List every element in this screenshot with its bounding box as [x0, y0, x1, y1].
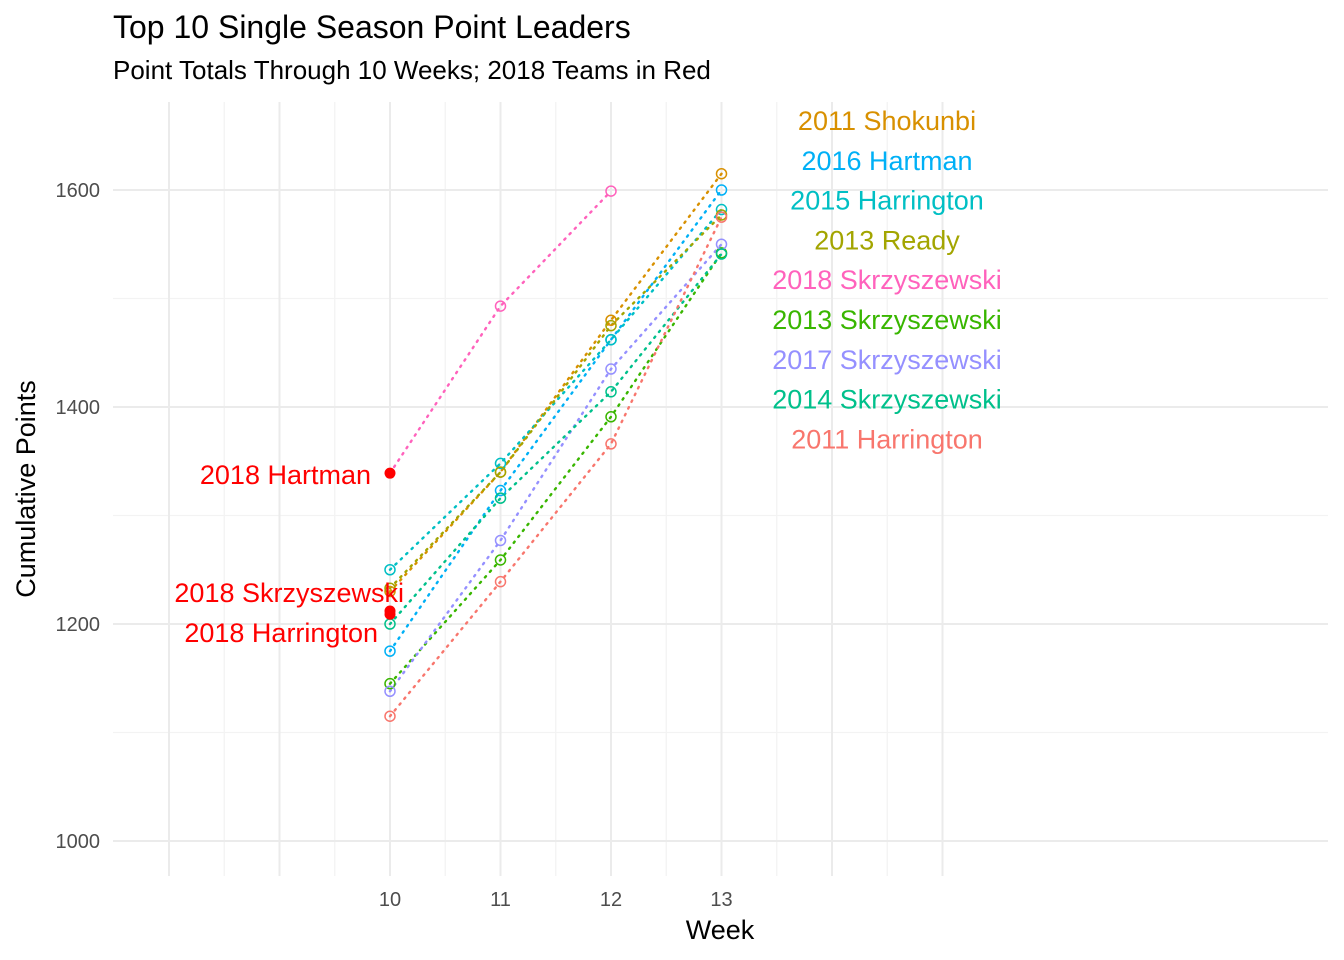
series-label: 2018 Skrzyszewski [772, 265, 1002, 295]
data-point [494, 492, 507, 504]
data-point [494, 300, 507, 312]
chart-subtitle: Point Totals Through 10 Weeks; 2018 Team… [113, 55, 711, 85]
y-axis-ticks: 1000 1200 1400 1600 [56, 180, 101, 853]
x-tick-label: 13 [710, 889, 732, 911]
data-point [384, 685, 396, 698]
series-line [388, 189, 613, 475]
series-label: 2016 Hartman [801, 146, 972, 176]
data-point [605, 386, 617, 398]
y-tick-label: 1000 [56, 831, 101, 853]
highlight-label: 2018 Hartman [200, 460, 371, 490]
series-label: 2017 Skrzyszewski [772, 345, 1002, 375]
data-point [605, 314, 617, 326]
data-point [384, 645, 396, 657]
y-tick-label: 1600 [56, 180, 101, 202]
series-labels: 2011 Shokunbi 2016 Hartman 2015 Harrington… [772, 106, 1002, 454]
data-point [715, 184, 728, 196]
series-label: 2011 Shokunbi [798, 106, 976, 136]
x-axis-title: Week [686, 915, 755, 945]
highlight-label: 2018 Skrzyszewski [174, 578, 404, 608]
data-point [384, 585, 396, 598]
data-point [605, 438, 617, 450]
series-line [388, 172, 723, 593]
data-point [715, 211, 728, 223]
data-point [605, 411, 617, 423]
data-point [715, 203, 728, 216]
series-line [388, 243, 723, 693]
highlight-labels: 2018 Hartman 2018 Skrzyszewski 2018 Harrin… [174, 460, 404, 648]
x-tick-label: 10 [379, 889, 401, 911]
chart-title: Top 10 Single Season Point Leaders [113, 9, 631, 45]
x-axis-ticks: 10 11 12 13 [379, 889, 733, 911]
series-line [388, 188, 723, 653]
data-point [494, 554, 507, 566]
y-axis-title: Cumulative Points [11, 380, 41, 598]
series-lines [388, 172, 723, 718]
series-line [388, 215, 723, 718]
highlight-label: 2018 Harrington [184, 618, 378, 648]
series-label: 2013 Skrzyszewski [772, 305, 1002, 335]
series-label: 2013 Ready [814, 225, 960, 255]
data-point [384, 710, 396, 722]
series-line [388, 251, 723, 685]
series-line [388, 213, 723, 590]
data-point [605, 333, 617, 346]
data-point [494, 575, 507, 588]
data-point [605, 363, 617, 375]
x-tick-label: 12 [600, 889, 622, 911]
highlight-point [384, 608, 396, 620]
data-point [384, 564, 396, 576]
data-point [384, 582, 396, 594]
data-point [494, 484, 507, 497]
y-tick-label: 1200 [56, 614, 101, 636]
series-label: 2014 Skrzyszewski [772, 385, 1002, 415]
data-point [715, 167, 728, 180]
series-line [388, 208, 723, 571]
x-tick-label: 11 [490, 889, 511, 911]
data-point [605, 319, 617, 332]
highlight-point [384, 467, 396, 479]
series-label: 2011 Harrington [791, 424, 983, 454]
data-point [494, 534, 507, 547]
data-point [715, 248, 728, 260]
data-point [384, 677, 396, 690]
y-tick-label: 1400 [56, 397, 101, 419]
data-point [494, 466, 507, 478]
data-point [494, 457, 507, 470]
data-point [605, 185, 617, 197]
highlight-points [384, 467, 396, 620]
series-points [384, 167, 728, 722]
series-line [388, 252, 723, 626]
series-label: 2015 Harrington [790, 186, 984, 216]
